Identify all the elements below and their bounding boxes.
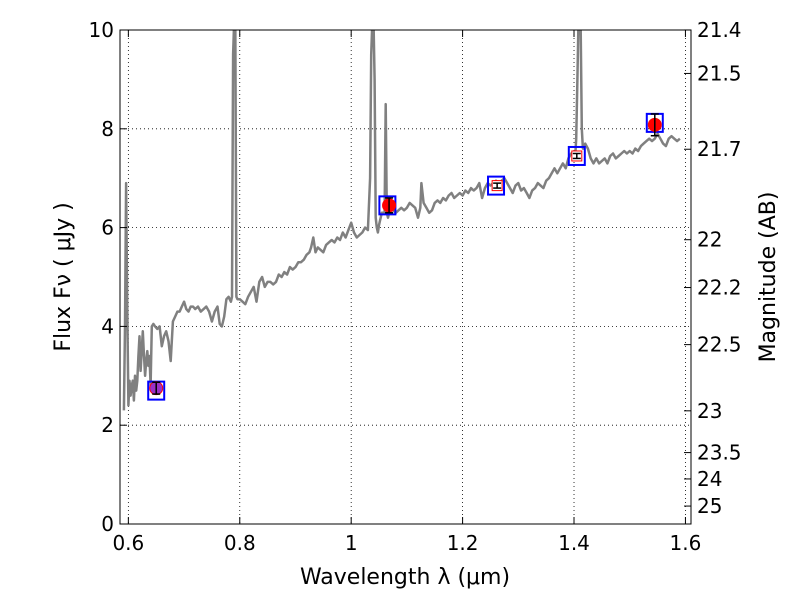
- right-tick-label: 22.5: [697, 333, 742, 357]
- right-tick-label: 25: [697, 494, 722, 518]
- model-box: [567, 145, 586, 166]
- right-tick-label: 21.7: [697, 137, 742, 161]
- right-tick-label: 21.5: [697, 61, 742, 85]
- grid-lines: [120, 29, 691, 525]
- right-tick-label: 23.5: [697, 441, 742, 465]
- plot-frame: [119, 29, 692, 525]
- y-tick-label: 2: [101, 413, 114, 437]
- x-tick-label: 0.6: [112, 531, 144, 555]
- x-tick-label: 0.8: [224, 531, 256, 555]
- x-tick-label: 1.4: [558, 531, 590, 555]
- right-tick-label: 22.2: [697, 276, 742, 300]
- right-tick-label: 24: [697, 467, 722, 491]
- y-axis-label: Flux Fν ( μJy ): [51, 202, 76, 351]
- y-tick-label: 4: [101, 314, 114, 338]
- right-tick-label: 21.4: [697, 18, 742, 42]
- x-tick-label: 1.2: [447, 531, 479, 555]
- right-tick-label: 23: [697, 399, 722, 423]
- y-tick-label: 8: [101, 117, 114, 141]
- y-tick-label: 10: [89, 18, 114, 42]
- model-box: [487, 175, 506, 196]
- y-tick-label: 6: [101, 216, 114, 240]
- y-tick-label: 0: [101, 512, 114, 536]
- x-tick-label: 1: [345, 531, 358, 555]
- spectrum-line: [122, 30, 681, 411]
- right-axis-label: Magnitude (AB): [756, 192, 781, 363]
- x-tick-label: 1.6: [670, 531, 702, 555]
- x-axis-label: Wavelength λ (μm): [300, 565, 510, 590]
- right-tick-label: 22: [697, 228, 722, 252]
- photometry-points: [147, 112, 664, 401]
